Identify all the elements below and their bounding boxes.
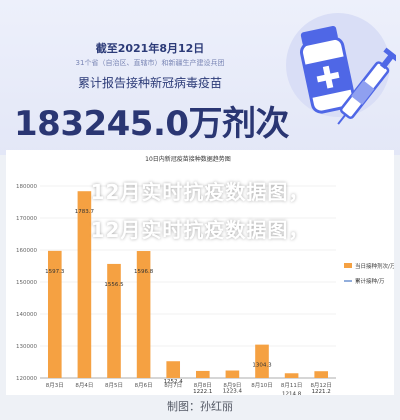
data-label: 1222.1 — [193, 389, 212, 395]
x-tick-label: 8月5日 — [105, 382, 123, 389]
data-label: 1304.3 — [252, 363, 272, 369]
data-label: 1223.4 — [223, 389, 243, 395]
bar-2 — [107, 263, 121, 378]
bar-4 — [166, 361, 181, 378]
chart-title: 10日内新冠疫苗接种数据趋势图 — [145, 155, 231, 163]
x-tick-label: 8月6日 — [135, 382, 153, 389]
data-label: 1221.2 — [312, 389, 331, 395]
x-tick-label: 8月3日 — [46, 382, 64, 389]
report-banner: 截至2021年8月12日 31个省（自治区、直辖市）和新疆生产建设兵团 累计报告… — [0, 0, 400, 155]
vaccination-chart-panel: 10日内新冠疫苗接种数据趋势图 120000 130000 140000 150000 1… — [6, 150, 394, 395]
bar-5 — [195, 370, 210, 378]
data-label: 1252.4 — [164, 379, 184, 385]
x-tick-label: 8月11日 — [281, 382, 303, 389]
y-tick-label: 150000 — [16, 280, 37, 286]
data-label: 1214.8 — [282, 391, 302, 395]
total-doses-figure: 183245.0万剂次 — [14, 104, 290, 144]
legend-swatch-doses — [344, 263, 352, 268]
report-subtitle: 累计报告接种新冠病毒疫苗 — [77, 76, 222, 90]
x-tick-label: 8月9日 — [223, 382, 241, 389]
bar-7 — [255, 344, 269, 378]
vaccine-syringe-icon — [286, 13, 396, 125]
vaccination-bar-chart: 10日内新冠疫苗接种数据趋势图 120000 130000 140000 150000 1… — [16, 155, 394, 395]
bar-6 — [225, 370, 240, 378]
report-date: 截至2021年8月12日 — [95, 42, 205, 55]
legend-label: 累计接种/万 — [355, 277, 385, 285]
y-tick-label: 130000 — [16, 344, 37, 350]
report-scope: 31个省（自治区、直辖市）和新疆生产建设兵团 — [75, 59, 225, 67]
data-label: 1556.5 — [104, 282, 124, 288]
bar-1 — [77, 191, 92, 378]
data-label: 1596.8 — [134, 269, 154, 275]
y-tick-label: 140000 — [16, 312, 37, 318]
y-tick-label: 170000 — [16, 216, 37, 222]
data-label: 1783.7 — [75, 209, 95, 215]
overlay-title-repeat: 12月实时抗疫数据图， — [90, 218, 310, 242]
y-tick-label: 120000 — [16, 376, 37, 382]
bar-9 — [314, 371, 329, 378]
x-tick-label: 8月4日 — [75, 382, 93, 389]
data-label: 1597.3 — [45, 269, 65, 275]
bar-3 — [136, 251, 151, 378]
x-tick-label: 8月12日 — [310, 382, 332, 389]
y-tick-label: 160000 — [16, 248, 37, 254]
bar-8 — [284, 373, 299, 378]
legend-label: 当日接种剂次/万 — [355, 262, 394, 270]
bar-0 — [47, 250, 62, 378]
x-tick-label: 8月7日 — [164, 382, 182, 389]
y-tick-label: 180000 — [16, 184, 37, 190]
chart-credit: 制图：孙红丽 — [167, 400, 233, 413]
x-tick-label: 8月8日 — [194, 382, 212, 389]
overlay-title: 12月实时抗疫数据图， — [90, 180, 310, 204]
x-tick-label: 8月10日 — [251, 382, 273, 389]
